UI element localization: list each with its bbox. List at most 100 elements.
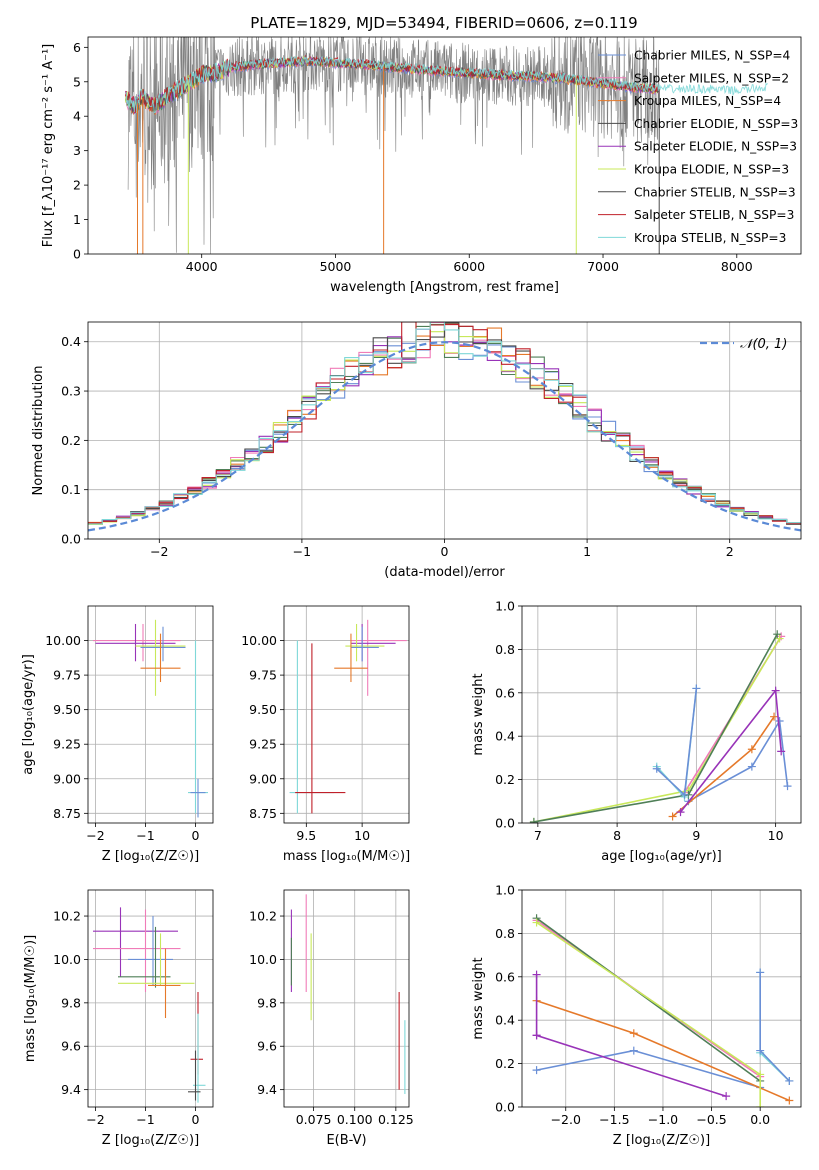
weight_vs_age-point	[692, 684, 701, 693]
mass_vs_EBV-ytick-label: 9.6	[257, 1039, 277, 1054]
weight_vs_Z-frame	[521, 889, 802, 1108]
weight_vs_Z-xtick-label: −0.5	[696, 1112, 726, 1127]
spectrum-xtick-label: 5000	[320, 259, 352, 274]
spectrum-ytick-label: 2	[73, 178, 81, 193]
residuals-ytick-label: 0.2	[61, 433, 81, 448]
mass_vs_Z-plot-area	[93, 907, 206, 1103]
residuals-panel: −2 −1 0 1 2 0.0 0.1 0.2 0.3 0.4 (data-model)/error…	[31, 321, 802, 580]
figure-title: PLATE=1829, MJD=53494, FIBERID=0606, z=0…	[250, 14, 637, 32]
mass_vs_EBV-ytick-label: 10.2	[249, 909, 277, 924]
spectrum-ytick-label: 6	[73, 40, 81, 55]
legend-label: Salpeter ELODIE, N_SSP=3	[634, 140, 797, 154]
spectrum-xtick-label: 7000	[587, 259, 619, 274]
mass_vs_EBV-panel: 0.075 0.100 0.125 9.4 9.6 9.8 10.0 10.2 E(B-V)	[249, 889, 414, 1148]
age_vs_mass-ytick-label: 9.75	[249, 668, 277, 683]
age_vs_mass-ytick-label: 9.25	[249, 737, 277, 752]
residuals-xtick-label: 2	[726, 544, 734, 559]
mass_vs_EBV-xtick-label: 0.125	[378, 1112, 414, 1127]
residuals-xlabel: (data-model)/error	[384, 565, 505, 580]
age_vs_Z-ytick-label: 9.00	[53, 771, 81, 786]
weight_vs_Z-xtick-label: 0.0	[750, 1112, 770, 1127]
mass_vs_Z-ytick-label: 9.4	[61, 1082, 81, 1097]
weight_vs_age-ytick-label: 0.2	[495, 772, 515, 787]
weight_vs_age-series-line	[533, 633, 778, 823]
weight_vs_age-point	[770, 712, 779, 721]
mass_vs_EBV-ytick-label: 10.0	[249, 952, 277, 967]
residuals-ytick-label: 0.1	[61, 482, 81, 497]
spectrum-ytick-label: 3	[73, 143, 81, 158]
weight_vs_Z-ytick-label: 1.0	[495, 883, 515, 898]
mass_vs_Z-xtick-label: 0	[192, 1112, 200, 1127]
weight_vs_Z-point	[722, 1092, 731, 1101]
legend-label: Kroupa MILES, N_SSP=4	[634, 94, 781, 108]
weight_vs_age-point	[668, 812, 677, 821]
weight_vs_age-plot-area	[529, 630, 792, 823]
residuals-xtick-label: −2	[150, 544, 168, 559]
weight_vs_Z-ytick-label: 0.6	[495, 969, 515, 984]
age_vs_Z-ytick-label: 9.25	[53, 737, 81, 752]
legend-label: Chabrier ELODIE, N_SSP=3	[634, 117, 798, 131]
weight_vs_age-point	[771, 686, 780, 695]
spectrum-ytick-label: 4	[73, 109, 81, 124]
weight_vs_Z-series-line	[759, 972, 790, 1082]
age_vs_Z-plot-area	[93, 619, 208, 818]
weight_vs_age-xlabel: age [log₁₀(age/yr)]	[601, 849, 722, 864]
spectrum-xtick-label: 8000	[721, 259, 753, 274]
weight_vs_Z-point	[756, 1103, 765, 1107]
spectrum-model-line-red	[125, 54, 660, 114]
spectrum-plot-area	[125, 37, 768, 254]
residuals-xtick-label: 0	[441, 544, 449, 559]
age_vs_mass-panel: 9.5 10 8.75 9.00 9.25 9.50 9.75 10.00 mass [log₁…	[241, 605, 410, 864]
mass_vs_Z-ytick-label: 10.0	[53, 952, 81, 967]
weight_vs_age-point	[747, 762, 756, 771]
age_vs_Z-panel: −2 −1 0 8.75 9.00 9.25 9.50 9.75 10.00 Z [log₁₀(Z…	[21, 605, 214, 864]
weight_vs_age-ytick-label: 1.0	[495, 599, 515, 614]
mass_vs_Z-ylabel: mass [log₁₀(M/M☉)]	[23, 935, 38, 1062]
weight_vs_age-point	[652, 764, 661, 773]
age_vs_mass-frame	[283, 605, 410, 824]
weight_vs_Z-panel: −2.0 −1.5 −1.0 −0.5 0.0 0.0 0.2 0.4 0.6 0.8 1.0 Z […	[471, 883, 802, 1148]
weight_vs_Z-point	[629, 1046, 638, 1055]
weight_vs_age-point	[676, 808, 685, 817]
spectrum-panel: 4000 5000 6000 7000 8000 0 1 2 3 4 5 6 wavelength [A…	[41, 36, 802, 295]
weight_vs_Z-point	[785, 1096, 794, 1105]
residuals-xtick-label: −1	[293, 544, 311, 559]
weight_vs_age-point	[775, 717, 784, 726]
weight_vs_age-point	[529, 817, 538, 823]
residuals-ylabel: Normed distribution	[31, 366, 46, 496]
weight_vs_Z-series-line	[536, 917, 761, 1082]
weight_vs_age-xtick-label: 10	[768, 828, 784, 843]
age_vs_mass-xtick-label: 10	[354, 828, 370, 843]
mass_vs_EBV-frame	[283, 889, 410, 1108]
weight_vs_Z-ytick-label: 0.8	[495, 926, 515, 941]
mass_vs_Z-xlabel: Z [log₁₀(Z/Z☉)]	[102, 1133, 199, 1148]
mass_vs_EBV-xtick-label: 0.075	[296, 1112, 332, 1127]
age_vs_Z-ylabel: age [log₁₀(age/yr)]	[21, 654, 36, 775]
spectrum-xlabel: wavelength [Angstrom, rest frame]	[330, 280, 559, 295]
age_vs_Z-frame	[87, 605, 214, 824]
weight_vs_age-series-line	[533, 638, 781, 823]
legend-label: Kroupa ELODIE, N_SSP=3	[634, 163, 789, 177]
weight_vs_age-series-line	[679, 688, 782, 813]
age_vs_Z-xtick-label: 0	[192, 828, 200, 843]
weight_vs_age-xtick-label: 7	[534, 828, 542, 843]
age_vs_mass-xtick-label: 9.5	[296, 828, 316, 843]
age_vs_Z-ytick-label: 8.75	[53, 806, 81, 821]
spectrum-data-line	[127, 37, 660, 254]
weight_vs_Z-ylabel: mass weight	[471, 957, 486, 1039]
weight_vs_Z-point	[756, 968, 765, 977]
age_vs_Z-xlabel: Z [log₁₀(Z/Z☉)]	[102, 849, 199, 864]
weight_vs_age-point	[783, 782, 792, 791]
weight_vs_Z-point	[756, 1046, 765, 1055]
weight_vs_Z-point	[756, 1070, 765, 1079]
weight_vs_Z-point	[532, 1031, 541, 1040]
mass_vs_Z-ytick-label: 9.6	[61, 1039, 81, 1054]
weight_vs_age-panel: 7 8 9 10 0.0 0.2 0.4 0.6 0.8 1.0 age [log₁₀(age/yr…	[471, 599, 802, 864]
legend-label: Salpeter MILES, N_SSP=2	[634, 71, 789, 85]
mass_vs_EBV-xtick-label: 0.100	[337, 1112, 373, 1127]
weight_vs_age-ylabel: mass weight	[471, 673, 486, 755]
mass_vs_Z-panel: −2 −1 0 9.4 9.6 9.8 10.0 10.2 Z [log₁₀(Z/Z☉)] mas…	[23, 889, 214, 1148]
spectrum-xtick-label: 6000	[453, 259, 485, 274]
legend-label: Chabrier STELIB, N_SSP=3	[634, 185, 796, 199]
residuals-plot-area	[88, 322, 801, 532]
